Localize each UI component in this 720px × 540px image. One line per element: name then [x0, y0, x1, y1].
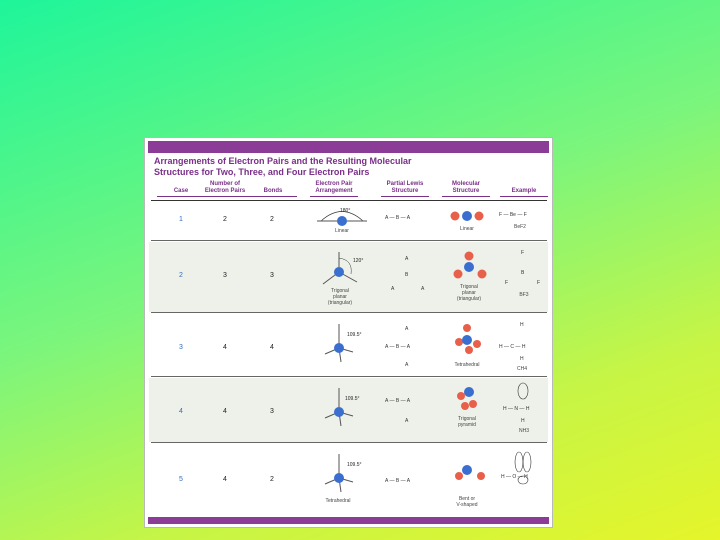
lewis-atom: A	[405, 362, 409, 368]
lewis-structure: A — B — A	[385, 478, 411, 484]
case-number: 3	[179, 344, 183, 351]
top-accent-bar	[148, 141, 549, 153]
electron-pairs-count: 3	[223, 272, 227, 279]
example-formula: NH3	[518, 428, 529, 434]
molecular-structure-name: Trigonal pyramid	[458, 416, 476, 428]
angle-label: 120°	[353, 258, 363, 264]
lewis-structure: A — B — A	[385, 344, 411, 350]
case-number: 2	[179, 272, 183, 279]
electron-pairs-count: 4	[223, 344, 227, 351]
molecular-structure-name: Bent or V-shaped	[456, 496, 478, 508]
angle-label: 109.5°	[347, 462, 362, 468]
tetrahedral-arrangement-diagram: 109.5°	[324, 388, 360, 427]
molecular-structure-name: Trigonal planar (triangular)	[456, 284, 482, 302]
angle-label: 109.5°	[347, 332, 362, 338]
table-row: 1 2 2 180° Linear A — B — A Linear F — B…	[149, 202, 548, 240]
bonds-count: 3	[270, 272, 274, 279]
header-arrangement: Electron Pair Arrangement	[310, 181, 358, 197]
angle-label: 180°	[340, 208, 350, 214]
trigonal-arrangement-diagram: 120°	[322, 252, 363, 285]
row-divider	[151, 312, 547, 313]
table-row: 4 4 3 109.5° A — B — A A Trigonal pyrami…	[149, 378, 548, 442]
lewis-structure: A — B — A	[385, 398, 411, 404]
lewis-structure: A — B — A	[385, 215, 411, 221]
row-divider	[151, 376, 547, 377]
lewis-atom: A	[405, 256, 409, 262]
example-atom: F	[505, 280, 509, 286]
table-row: 3 4 4 109.5° A A — B — A A Tetrahedral H…	[149, 314, 548, 376]
bonds-count: 2	[270, 216, 274, 223]
example-atom: F	[521, 250, 525, 256]
case-number: 5	[179, 476, 183, 483]
example-formula: BF3	[519, 292, 529, 298]
bonds-count: 4	[270, 344, 274, 351]
example-structure: H — N — H	[503, 406, 530, 412]
case-number: 1	[179, 216, 183, 223]
lone-pair-lobes-icon	[514, 451, 532, 485]
example-formula: CH4	[516, 366, 527, 372]
angle-label: 109.5°	[345, 396, 360, 402]
lewis-atom: A	[405, 326, 409, 332]
electron-pairs-count: 4	[223, 476, 227, 483]
header-molecular: Molecular Structure	[442, 181, 490, 197]
tetrahedral-arrangement-diagram: 109.5°	[324, 454, 362, 493]
bonds-count: 3	[270, 408, 274, 415]
example-structure: H — C — H	[499, 344, 526, 350]
arrangement-name: Trigonal planar (triangular)	[327, 288, 353, 306]
arrangement-name: Tetrahedral	[325, 498, 351, 504]
example-atom: H	[520, 322, 524, 328]
header-rule	[151, 200, 547, 201]
tetrahedral-arrangement-diagram: 109.5°	[324, 324, 362, 363]
molecular-structure-name: Tetrahedral	[454, 362, 480, 368]
example-atom: F	[537, 280, 541, 286]
lewis-atom: A	[391, 286, 395, 292]
linear-arrangement-diagram: 180°	[317, 208, 367, 226]
electron-pairs-count: 2	[223, 216, 227, 223]
tetrahedral-molecule-model	[455, 324, 481, 354]
bonds-count: 2	[270, 476, 274, 483]
example-atom: H	[520, 356, 524, 362]
arrangement-name: Linear	[335, 228, 349, 234]
electron-pairs-count: 4	[223, 408, 227, 415]
example-atom: B	[521, 270, 525, 276]
header-lewis: Partial Lewis Structure	[381, 181, 429, 197]
example-structure: H — O — H	[501, 474, 528, 480]
bent-molecule-model	[455, 465, 485, 480]
trigonal-molecule-model	[453, 251, 487, 279]
header-electron-pairs: Number of Electron Pairs	[201, 181, 249, 197]
lewis-atom: B	[405, 272, 409, 278]
table-header: Case Number of Electron Pairs Bonds Elec…	[149, 181, 548, 199]
header-bonds: Bonds	[249, 188, 297, 197]
lone-pair-lobe-icon	[517, 382, 529, 400]
example-structure: F — Be — F	[499, 212, 527, 218]
bottom-accent-bar	[148, 517, 549, 524]
row-divider	[151, 240, 547, 241]
header-case: Case	[157, 188, 205, 197]
lewis-atom: A	[405, 418, 409, 424]
example-atom: H	[521, 418, 525, 424]
table-row: 2 3 3 120° Trigonal planar (triangular) …	[149, 242, 548, 312]
header-example: Example	[500, 188, 548, 197]
pyramid-molecule-model	[457, 387, 477, 410]
case-number: 4	[179, 408, 183, 415]
table-title: Arrangements of Electron Pairs and the R…	[154, 156, 412, 177]
electron-pair-table-image: Arrangements of Electron Pairs and the R…	[144, 137, 553, 528]
molecular-structure-name: Linear	[460, 226, 474, 232]
linear-molecule-model	[450, 211, 484, 221]
table-row: 5 4 2 109.5° Tetrahedral A — B — A Bent …	[149, 444, 548, 514]
example-formula: BeF2	[514, 224, 526, 230]
row-divider	[151, 442, 547, 443]
lewis-atom: A	[421, 286, 425, 292]
